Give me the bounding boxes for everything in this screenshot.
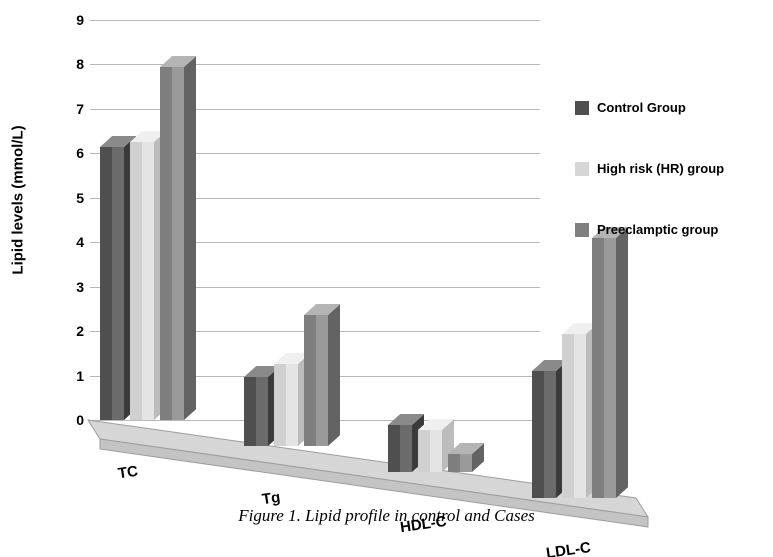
- category-label: LDL-C: [545, 539, 592, 557]
- legend-swatch: [575, 162, 589, 176]
- legend-label: High risk (HR) group: [597, 161, 724, 176]
- plot-area: 0123456789TCTgHDL-CLDL-C: [90, 20, 540, 420]
- bar: [274, 364, 298, 446]
- bar: [130, 142, 154, 420]
- bar: [532, 371, 556, 498]
- category-label: TC: [117, 463, 139, 483]
- chart-stage: Lipid levels (mmol/L) 0123456789TCTgHDL-…: [0, 0, 773, 557]
- bar: [562, 334, 586, 498]
- bar: [244, 377, 268, 446]
- legend-item: Control Group: [575, 100, 765, 115]
- legend: Control Group High risk (HR) group Preecla…: [575, 100, 765, 283]
- y-tick-label: 7: [54, 101, 90, 117]
- legend-item: Preeclamptic group: [575, 222, 765, 237]
- legend-swatch: [575, 223, 589, 237]
- y-tick-label: 4: [54, 234, 90, 250]
- bar: [100, 147, 124, 420]
- y-tick-label: 0: [54, 412, 90, 428]
- y-tick-label: 5: [54, 190, 90, 206]
- legend-item: High risk (HR) group: [575, 161, 765, 176]
- legend-swatch: [575, 101, 589, 115]
- y-tick-label: 6: [54, 145, 90, 161]
- legend-label: Preeclamptic group: [597, 222, 718, 237]
- figure-caption: Figure 1. Lipid profile in control and C…: [0, 506, 773, 526]
- y-tick-label: 9: [54, 12, 90, 28]
- y-tick-label: 1: [54, 368, 90, 384]
- legend-label: Control Group: [597, 100, 686, 115]
- bar: [448, 454, 472, 472]
- y-axis-label: Lipid levels (mmol/L): [10, 125, 27, 274]
- bar: [304, 315, 328, 446]
- y-tick-label: 2: [54, 323, 90, 339]
- y-tick-label: 3: [54, 279, 90, 295]
- bar: [160, 67, 184, 420]
- y-tick-label: 8: [54, 56, 90, 72]
- bars-layer: [90, 20, 540, 420]
- bar: [388, 425, 412, 472]
- bar: [418, 430, 442, 472]
